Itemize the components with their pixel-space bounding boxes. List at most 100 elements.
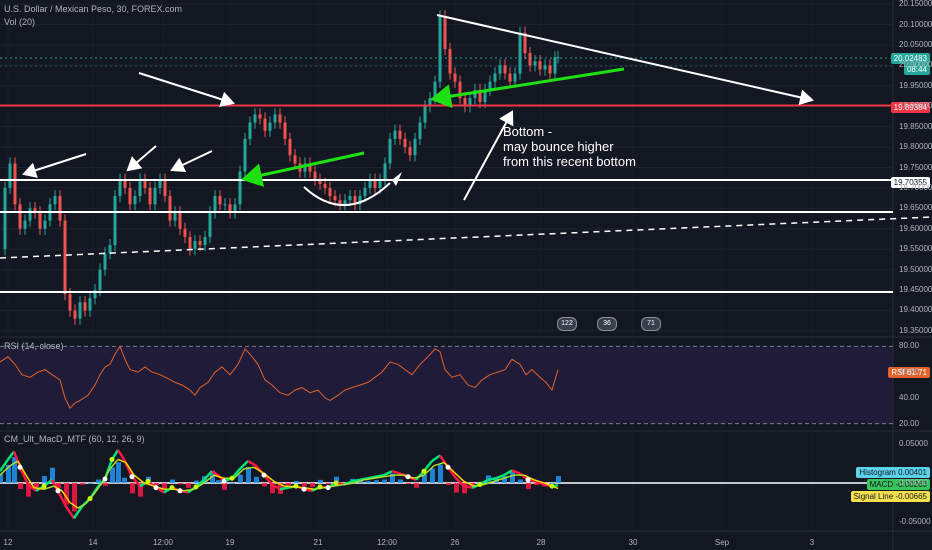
candle-body[interactable]	[343, 200, 347, 205]
candle-body[interactable]	[458, 81, 462, 99]
event-badge[interactable]: 36	[597, 317, 617, 331]
candle-body[interactable]	[138, 179, 142, 197]
candle-body[interactable]	[303, 163, 307, 172]
candle-body[interactable]	[253, 114, 257, 123]
candle-body[interactable]	[438, 16, 442, 82]
candle-body[interactable]	[553, 57, 557, 74]
candle-body[interactable]	[543, 65, 547, 70]
candle-body[interactable]	[328, 187, 332, 197]
candle-body[interactable]	[248, 122, 252, 139]
candle-body[interactable]	[493, 73, 497, 82]
candle-body[interactable]	[443, 16, 447, 50]
candle-body[interactable]	[473, 89, 477, 99]
candle-body[interactable]	[503, 65, 507, 74]
event-badge[interactable]: 71	[641, 317, 661, 331]
candle-body[interactable]	[388, 138, 392, 164]
candle-body[interactable]	[158, 179, 162, 188]
candle-body[interactable]	[53, 196, 57, 205]
candle-body[interactable]	[513, 73, 517, 82]
candle-body[interactable]	[483, 89, 487, 103]
candle-body[interactable]	[3, 187, 7, 250]
candle-body[interactable]	[403, 138, 407, 148]
candle-body[interactable]	[173, 212, 177, 221]
candle-body[interactable]	[518, 32, 522, 74]
candle-body[interactable]	[428, 98, 432, 107]
candle-body[interactable]	[193, 241, 197, 250]
candle-body[interactable]	[308, 163, 312, 172]
candle-body[interactable]	[83, 302, 87, 311]
candle-body[interactable]	[293, 155, 297, 164]
candle-body[interactable]	[423, 106, 427, 123]
candle-body[interactable]	[408, 147, 412, 156]
candle-body[interactable]	[33, 208, 37, 213]
candle-body[interactable]	[233, 204, 237, 213]
candle-body[interactable]	[218, 196, 222, 205]
candle-body[interactable]	[468, 98, 472, 107]
candle-body[interactable]	[508, 73, 512, 82]
candle-body[interactable]	[28, 208, 32, 221]
candle-body[interactable]	[283, 122, 287, 139]
candle-body[interactable]	[133, 196, 137, 205]
candle-body[interactable]	[418, 122, 422, 139]
candle-body[interactable]	[463, 98, 467, 107]
candle-body[interactable]	[183, 228, 187, 237]
candle-body[interactable]	[178, 212, 182, 229]
candle-body[interactable]	[163, 179, 167, 197]
event-badge[interactable]: 122	[557, 317, 577, 331]
candle-body[interactable]	[98, 269, 102, 291]
candle-body[interactable]	[348, 196, 352, 201]
candle-body[interactable]	[398, 130, 402, 139]
candle-body[interactable]	[523, 32, 527, 54]
candle-body[interactable]	[18, 204, 22, 229]
candle-body[interactable]	[538, 61, 542, 70]
candle-body[interactable]	[73, 310, 77, 319]
candle-body[interactable]	[63, 220, 67, 295]
candle-body[interactable]	[213, 196, 217, 213]
candle-body[interactable]	[38, 212, 42, 229]
candle-body[interactable]	[453, 73, 457, 82]
candle-body[interactable]	[318, 179, 322, 184]
candle-body[interactable]	[488, 81, 492, 90]
candle-body[interactable]	[118, 179, 122, 197]
candle-body[interactable]	[8, 163, 12, 188]
candle-body[interactable]	[23, 220, 27, 229]
candle-body[interactable]	[58, 196, 62, 221]
candle-body[interactable]	[13, 163, 17, 205]
candle-body[interactable]	[323, 183, 327, 188]
candle-body[interactable]	[263, 118, 267, 131]
candle-body[interactable]	[413, 138, 417, 156]
candle-body[interactable]	[268, 122, 272, 131]
candle-body[interactable]	[278, 114, 282, 123]
candle-body[interactable]	[108, 245, 112, 254]
candle-body[interactable]	[313, 171, 317, 180]
candle-body[interactable]	[128, 187, 132, 205]
rsi-line[interactable]	[0, 345, 559, 409]
candle-body[interactable]	[273, 114, 277, 123]
candle-body[interactable]	[358, 196, 362, 205]
candle-body[interactable]	[363, 187, 367, 197]
candle-body[interactable]	[188, 236, 192, 250]
candle-body[interactable]	[288, 138, 292, 156]
candle-body[interactable]	[548, 65, 552, 74]
rsi-pane[interactable]	[0, 345, 893, 425]
candle-body[interactable]	[393, 130, 397, 139]
candle-body[interactable]	[533, 61, 537, 66]
macd-pane[interactable]	[0, 449, 893, 519]
candle-body[interactable]	[353, 196, 357, 205]
candle-body[interactable]	[333, 196, 337, 201]
candle-body[interactable]	[258, 114, 262, 119]
candle-body[interactable]	[223, 204, 227, 206]
candle-body[interactable]	[143, 179, 147, 188]
candle-body[interactable]	[338, 200, 342, 205]
candle-body[interactable]	[88, 298, 92, 311]
candle-body[interactable]	[153, 187, 157, 205]
candle-body[interactable]	[478, 89, 482, 103]
candle-body[interactable]	[373, 179, 377, 188]
candle-body[interactable]	[228, 204, 232, 213]
candle-body[interactable]	[528, 53, 532, 66]
candle-body[interactable]	[168, 196, 172, 221]
candle-body[interactable]	[93, 290, 97, 299]
candle-body[interactable]	[103, 253, 107, 270]
candle-body[interactable]	[243, 138, 247, 172]
candle-body[interactable]	[238, 171, 242, 205]
